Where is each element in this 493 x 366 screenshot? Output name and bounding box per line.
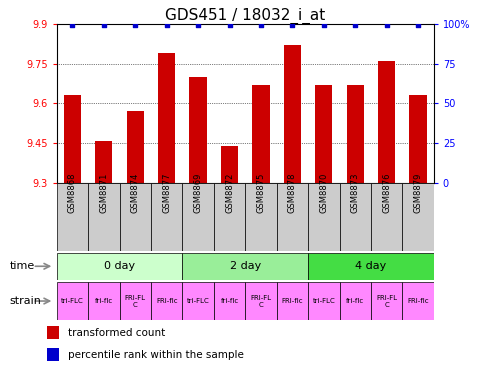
Title: GDS451 / 18032_i_at: GDS451 / 18032_i_at <box>165 8 325 24</box>
Text: time: time <box>10 261 35 271</box>
Point <box>226 22 234 28</box>
Bar <box>245 183 277 251</box>
Text: GSM8868: GSM8868 <box>68 173 77 213</box>
Bar <box>57 253 182 280</box>
Text: fri-flc: fri-flc <box>95 298 113 304</box>
Text: GSM8875: GSM8875 <box>256 173 266 213</box>
Text: 4 day: 4 day <box>355 261 387 271</box>
Point <box>163 22 171 28</box>
Point <box>69 22 76 28</box>
Bar <box>308 282 340 320</box>
Bar <box>252 85 270 183</box>
Text: 2 day: 2 day <box>230 261 261 271</box>
Text: GSM8870: GSM8870 <box>319 173 328 213</box>
Bar <box>119 282 151 320</box>
Point <box>100 22 108 28</box>
Text: GSM8872: GSM8872 <box>225 173 234 213</box>
Bar <box>189 77 207 183</box>
Bar <box>47 348 60 361</box>
Point <box>352 22 359 28</box>
Text: GSM8876: GSM8876 <box>382 173 391 213</box>
Text: fri-flc: fri-flc <box>346 298 364 304</box>
Bar <box>410 96 427 183</box>
Bar <box>127 111 144 183</box>
Bar <box>57 183 88 251</box>
Bar <box>88 282 119 320</box>
Text: tri-FLC: tri-FLC <box>313 298 335 304</box>
Point <box>131 22 139 28</box>
Text: GSM8874: GSM8874 <box>131 173 140 213</box>
Bar <box>182 253 308 280</box>
Bar <box>47 326 60 339</box>
Bar <box>277 183 308 251</box>
Bar <box>378 61 395 183</box>
Bar <box>158 53 176 183</box>
Bar <box>214 282 246 320</box>
Point <box>383 22 390 28</box>
Text: fri-flc: fri-flc <box>220 298 239 304</box>
Bar <box>277 282 308 320</box>
Text: GSM8871: GSM8871 <box>99 173 108 213</box>
Bar <box>151 282 182 320</box>
Text: strain: strain <box>10 296 42 306</box>
Bar <box>402 183 434 251</box>
Bar <box>182 282 214 320</box>
Bar <box>340 282 371 320</box>
Text: transformed count: transformed count <box>68 328 165 337</box>
Text: FRI-flc: FRI-flc <box>156 298 177 304</box>
Bar <box>371 282 402 320</box>
Text: GSM8873: GSM8873 <box>351 173 360 213</box>
Text: percentile rank within the sample: percentile rank within the sample <box>68 350 244 359</box>
Point <box>320 22 328 28</box>
Bar <box>57 282 88 320</box>
Bar <box>95 141 112 183</box>
Bar <box>245 282 277 320</box>
Text: FRI-FL
C: FRI-FL C <box>376 295 397 307</box>
Text: FRI-FL
C: FRI-FL C <box>250 295 272 307</box>
Bar <box>340 183 371 251</box>
Bar <box>119 183 151 251</box>
Text: GSM8877: GSM8877 <box>162 173 171 213</box>
Text: tri-FLC: tri-FLC <box>187 298 210 304</box>
Text: GSM8879: GSM8879 <box>414 173 423 213</box>
Bar <box>88 183 119 251</box>
Bar <box>284 45 301 183</box>
Point <box>288 22 296 28</box>
Bar <box>182 183 214 251</box>
Bar <box>64 96 81 183</box>
Bar <box>347 85 364 183</box>
Point <box>414 22 422 28</box>
Bar <box>308 253 434 280</box>
Bar <box>315 85 332 183</box>
Text: FRI-flc: FRI-flc <box>407 298 429 304</box>
Text: FRI-flc: FRI-flc <box>282 298 303 304</box>
Bar <box>221 146 238 183</box>
Point <box>194 22 202 28</box>
Text: 0 day: 0 day <box>104 261 135 271</box>
Bar <box>308 183 340 251</box>
Bar <box>402 282 434 320</box>
Point <box>257 22 265 28</box>
Text: tri-FLC: tri-FLC <box>61 298 84 304</box>
Bar <box>371 183 402 251</box>
Text: GSM8878: GSM8878 <box>288 173 297 213</box>
Bar <box>151 183 182 251</box>
Bar <box>214 183 246 251</box>
Text: FRI-FL
C: FRI-FL C <box>125 295 146 307</box>
Text: GSM8869: GSM8869 <box>194 173 203 213</box>
